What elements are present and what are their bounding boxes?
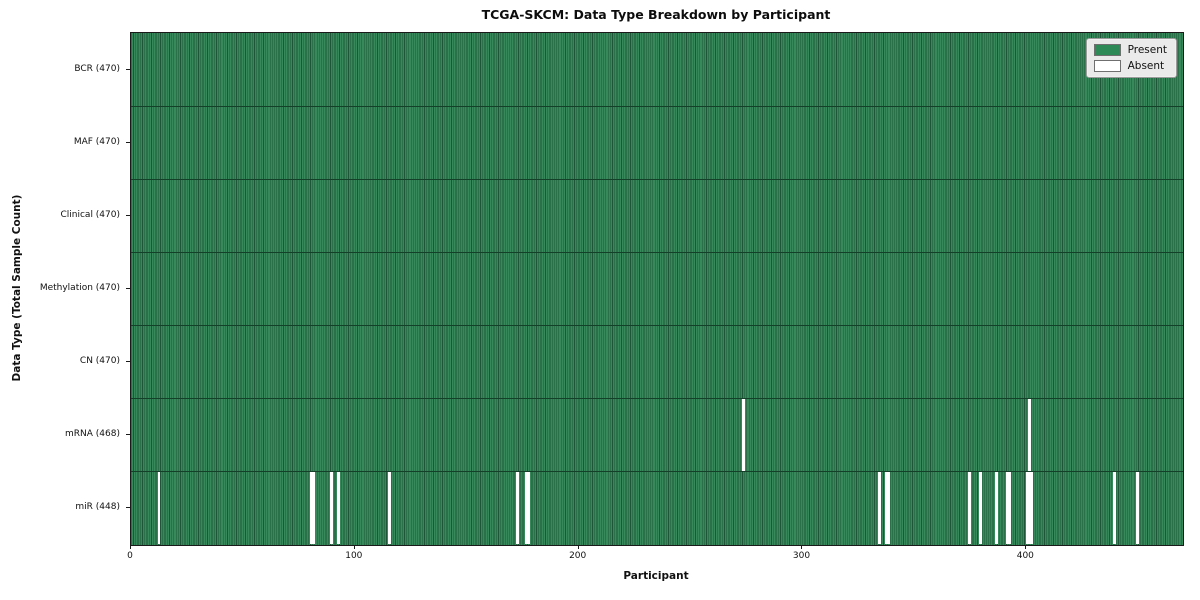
row-boundary-line [131, 178, 1183, 180]
y-tick-mark [126, 361, 130, 363]
x-tick-mark [130, 545, 131, 549]
absent-stripe [309, 472, 313, 545]
absent-stripe [1026, 472, 1029, 545]
x-axis-label: Participant [623, 570, 689, 582]
absent-stripe [1113, 472, 1117, 545]
legend-label-present: Present [1127, 44, 1167, 56]
y-tick-mark [126, 68, 130, 70]
absent-stripe [1008, 472, 1012, 545]
x-tick-label: 100 [345, 551, 363, 561]
absent-stripe [329, 472, 333, 545]
x-tick-mark [801, 545, 803, 549]
absent-stripe [967, 472, 971, 545]
x-tick-mark [577, 545, 579, 549]
y-tick-label: BCR (470) [74, 63, 120, 74]
legend-entry-present: Present [1093, 44, 1167, 56]
absent-stripe [1005, 472, 1009, 545]
absent-stripe [515, 472, 519, 545]
legend-entry-absent: Absent [1093, 60, 1167, 72]
y-tick-mark [126, 141, 130, 143]
x-tick-label: 0 [127, 551, 133, 561]
y-tick-label: miR (448) [75, 502, 120, 513]
absent-stripe [157, 472, 161, 545]
row-boundary-line [131, 325, 1183, 327]
legend-swatch-absent [1093, 60, 1121, 72]
y-tick-label: CN (470) [79, 356, 120, 367]
absent-stripe [741, 399, 745, 472]
absent-stripe [524, 472, 528, 545]
row-boundary-line [131, 471, 1183, 473]
y-tick-mark [126, 214, 130, 216]
legend-swatch-present [1093, 44, 1121, 56]
row-boundary-line [131, 105, 1183, 107]
absent-stripe [1028, 399, 1032, 472]
y-tick-mark [126, 288, 130, 289]
absent-stripe [1135, 472, 1139, 545]
x-tick-label: 300 [792, 551, 811, 561]
absent-stripe [994, 472, 998, 545]
y-tick-label: Methylation (470) [39, 283, 120, 293]
y-tick-mark [126, 434, 130, 436]
x-tick-mark [353, 545, 355, 549]
legend: Present Absent [1085, 38, 1177, 78]
row-boundary-line [131, 251, 1183, 253]
x-tick-label: 400 [1016, 551, 1034, 561]
absent-stripe [312, 472, 315, 545]
absent-stripe [388, 472, 392, 545]
y-tick-label: mRNA (468) [65, 429, 120, 440]
absent-stripe [526, 472, 530, 545]
y-tick-label: MAF (470) [73, 136, 120, 147]
absent-stripe [979, 472, 982, 545]
y-tick-label: Clinical (470) [60, 209, 120, 220]
absent-stripe [887, 472, 891, 545]
plot-area: Present Absent [130, 32, 1184, 546]
absent-stripe [885, 472, 888, 545]
absent-stripe [878, 472, 882, 545]
absent-stripe [336, 472, 340, 545]
x-tick-label: 200 [569, 551, 587, 561]
absent-stripe [1028, 472, 1032, 545]
legend-label-absent: Absent [1127, 60, 1165, 72]
chart-title: TCGA-SKCM: Data Type Breakdown by Partic… [481, 7, 831, 22]
x-tick-mark [1025, 545, 1027, 549]
absent-stripe [1030, 472, 1034, 545]
y-tick-mark [126, 507, 130, 509]
row-boundary-line [131, 398, 1183, 400]
